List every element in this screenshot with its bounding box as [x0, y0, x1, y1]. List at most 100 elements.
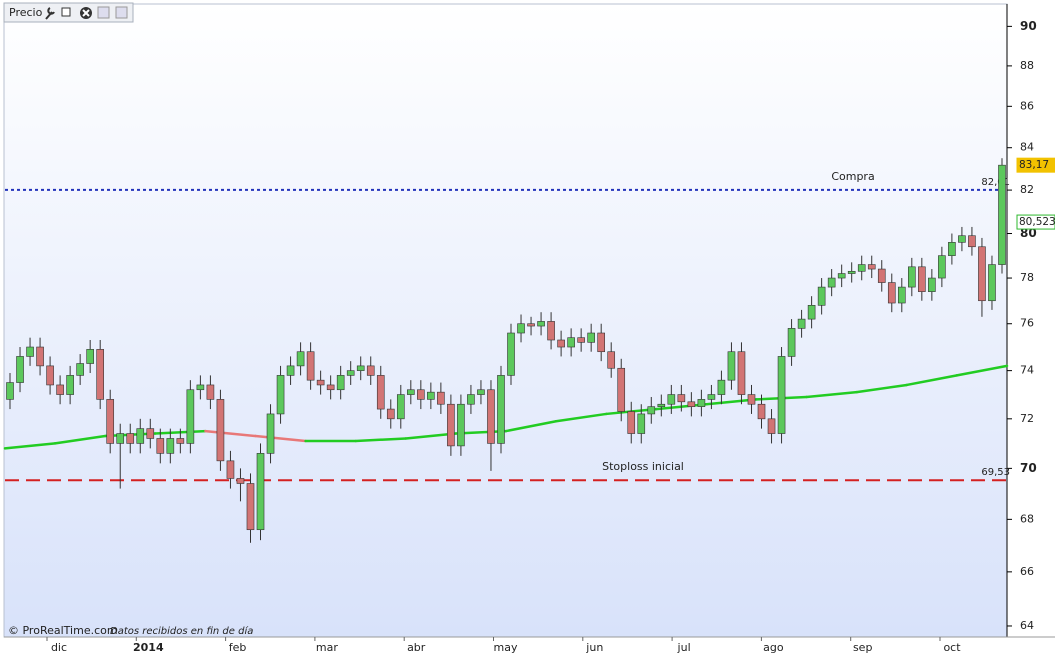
candle-body — [988, 264, 996, 302]
x-tick-label: jun — [585, 641, 603, 654]
up-icon[interactable] — [115, 6, 128, 19]
moving-average — [905, 374, 959, 387]
candle-body — [286, 365, 295, 376]
candle-body — [16, 356, 24, 383]
level-label: 82,01 — [981, 177, 1010, 188]
candle-body — [457, 403, 465, 447]
candle-body — [356, 365, 365, 371]
x-tick-label: may — [494, 641, 518, 654]
moving-average — [805, 390, 858, 399]
candle-body — [877, 268, 886, 283]
moving-average — [254, 434, 307, 443]
candle-body — [396, 394, 405, 420]
y-tick-label: 82 — [1020, 183, 1034, 196]
candle-body — [106, 399, 115, 444]
candle-body — [867, 264, 876, 270]
candle-body — [847, 270, 856, 274]
candle-body — [156, 438, 165, 454]
candle-body — [627, 411, 636, 434]
candle-body — [326, 384, 335, 391]
x-tick-label: dic — [51, 641, 67, 654]
price-label: 83,17 — [1019, 159, 1049, 171]
candle-body — [597, 332, 605, 353]
candle-body — [577, 337, 585, 343]
candle-body — [727, 351, 736, 381]
candle-body — [707, 394, 716, 400]
candle-body — [507, 332, 515, 376]
y-tick-label: 86 — [1020, 99, 1034, 112]
candle-body — [146, 428, 155, 439]
candle-body — [256, 453, 265, 531]
note: Datos recibidos en fin de día — [110, 625, 253, 637]
candle-body — [447, 403, 455, 447]
moving-average — [504, 420, 558, 433]
candle-body — [958, 235, 966, 243]
candle-body — [807, 305, 816, 320]
candle-body — [6, 382, 14, 400]
close-cross — [82, 9, 90, 17]
panel-title: Precio — [9, 6, 43, 19]
down-icon[interactable] — [97, 6, 110, 19]
level-name: Compra — [831, 170, 874, 183]
moving-average — [955, 364, 1009, 377]
candle-body — [787, 328, 796, 357]
candle-body — [537, 321, 545, 327]
candle-body — [196, 384, 205, 391]
plot-area — [3, 3, 1008, 638]
x-tick-label: abr — [407, 641, 426, 654]
x-tick-label: jul — [677, 641, 691, 654]
candle-body — [366, 365, 375, 376]
candle-body — [837, 273, 846, 279]
candle-body — [96, 349, 104, 400]
candle-body — [236, 478, 245, 484]
moving-average — [554, 412, 608, 423]
window-icon[interactable] — [61, 7, 71, 17]
candle-body — [336, 375, 345, 391]
price-label: 80,523 — [1019, 216, 1055, 228]
candle-body — [797, 318, 806, 329]
candle-body — [56, 384, 64, 395]
candle-body — [998, 164, 1006, 265]
candle-body — [587, 332, 595, 343]
candle-body — [607, 351, 616, 369]
candle-body — [547, 321, 555, 341]
candle-body — [887, 282, 896, 304]
y-tick-label: 78 — [1020, 271, 1034, 284]
y-tick-label: 88 — [1020, 59, 1034, 72]
y-tick-label: 70 — [1020, 461, 1037, 475]
candle-body — [186, 389, 195, 444]
candle-body — [948, 242, 956, 256]
candle-body — [46, 365, 54, 386]
candle-body — [908, 266, 916, 288]
candle-body — [747, 394, 756, 405]
candle-body — [817, 286, 826, 306]
candle-body — [978, 246, 986, 302]
candle-body — [206, 384, 215, 400]
candle-body — [647, 406, 656, 415]
candle-body — [918, 266, 926, 292]
candle-body — [386, 408, 395, 420]
candle-body — [226, 460, 235, 479]
x-tick-label: oct — [943, 641, 961, 654]
level-label: 69,53 — [981, 467, 1010, 478]
candle-body — [697, 399, 706, 407]
candle-body — [477, 389, 485, 395]
candle-body — [497, 375, 505, 444]
x-tick-label: feb — [229, 641, 247, 654]
candle-body — [667, 394, 676, 405]
candle-body — [86, 349, 94, 364]
y-tick-label: 66 — [1020, 565, 1034, 578]
candle-body — [777, 356, 786, 434]
settings-icon[interactable] — [45, 7, 55, 20]
y-tick-label: 90 — [1020, 19, 1037, 33]
y-tick-label: 68 — [1020, 512, 1034, 525]
moving-average — [204, 429, 257, 438]
candle-body — [427, 391, 435, 400]
candle-body — [827, 277, 836, 288]
candle-body — [617, 367, 626, 412]
candle-body — [116, 433, 125, 444]
candle-body — [346, 370, 355, 376]
y-tick-label: 64 — [1020, 619, 1034, 632]
candle-body — [216, 399, 225, 462]
